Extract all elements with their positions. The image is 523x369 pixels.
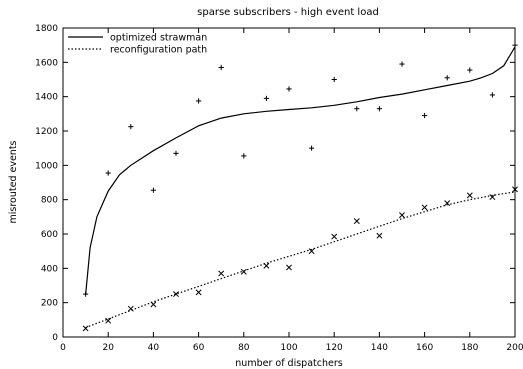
data-point — [466, 192, 473, 199]
plot-frame — [62, 27, 516, 338]
data-point — [218, 270, 225, 277]
data-point — [150, 187, 156, 193]
x-tick-label: 100 — [280, 343, 297, 353]
data-point — [127, 305, 134, 312]
data-point — [150, 301, 157, 308]
x-axis-title: number of dispatchers — [235, 358, 342, 369]
y-tick-label: 1400 — [35, 93, 58, 103]
data-point — [195, 289, 202, 296]
data-point — [376, 232, 383, 239]
data-point — [83, 291, 89, 297]
y-tick-label: 600 — [41, 230, 58, 240]
x-tick-label: 160 — [416, 343, 433, 353]
data-point — [82, 325, 89, 332]
x-tick-label: 60 — [193, 343, 205, 353]
data-point — [173, 291, 179, 298]
x-tick-label: 140 — [371, 343, 388, 353]
y-tick-label: 800 — [41, 196, 58, 206]
data-point — [308, 248, 315, 255]
data-point — [489, 92, 495, 98]
legend-label-0: optimized strawman — [110, 33, 207, 44]
data-point — [421, 204, 428, 211]
y-tick-label: 0 — [52, 333, 58, 343]
y-tick-label: 1200 — [35, 127, 58, 137]
fit-lines — [85, 46, 516, 329]
data-point — [218, 64, 224, 71]
y-tick-label: 1000 — [35, 161, 58, 171]
x-tick-label: 0 — [60, 343, 66, 353]
y-axis-title: misrouted events — [8, 140, 19, 223]
data-point — [399, 212, 405, 219]
legend-label-1: reconfiguration path — [110, 45, 207, 56]
data-point — [241, 153, 247, 159]
data-point — [331, 233, 338, 240]
data-point — [128, 124, 134, 130]
y-tick-label: 1800 — [35, 24, 58, 34]
data-markers — [82, 42, 518, 332]
data-point — [399, 61, 405, 67]
data-point — [196, 98, 202, 104]
data-point — [331, 76, 337, 83]
axis-ticks: 0 20 40 60 80 100 120 140 160 180 200 0 200 400 600 800… — [35, 24, 523, 353]
data-point — [512, 42, 518, 48]
data-point — [467, 67, 473, 73]
data-point — [286, 86, 292, 92]
y-tick-label: 200 — [41, 299, 58, 309]
data-point — [309, 145, 315, 151]
data-point — [444, 200, 451, 207]
data-point — [105, 170, 111, 176]
data-point — [105, 317, 112, 324]
x-tick-label: 120 — [326, 343, 343, 353]
x-tick-label: 80 — [238, 343, 250, 353]
data-point — [263, 95, 269, 101]
x-tick-label: 180 — [461, 343, 478, 353]
data-point — [422, 112, 428, 119]
chart-title: sparse subscribers - high event load — [197, 7, 379, 18]
data-point — [512, 186, 518, 193]
data-point — [240, 268, 247, 275]
data-point — [353, 218, 360, 225]
data-point — [173, 150, 179, 156]
y-tick-label: 1600 — [35, 58, 58, 68]
data-point — [286, 264, 292, 271]
series-line-0 — [85, 46, 516, 295]
x-tick-label: 20 — [102, 343, 114, 353]
y-tick-label: 400 — [41, 264, 58, 274]
data-point — [444, 75, 450, 81]
x-tick-label: 200 — [506, 343, 523, 353]
data-point — [376, 106, 382, 112]
data-point — [354, 106, 360, 112]
data-point — [263, 262, 270, 269]
data-point — [489, 194, 496, 201]
series-line-1 — [85, 191, 516, 329]
x-tick-label: 40 — [148, 343, 160, 353]
